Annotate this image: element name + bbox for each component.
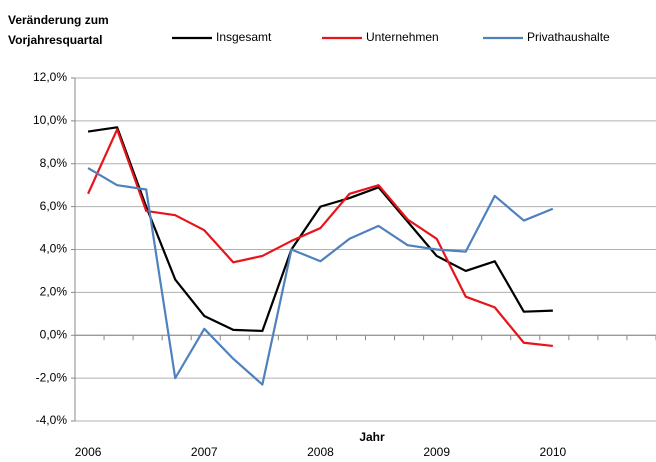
x-tick-label: 2006 xyxy=(75,445,102,459)
y-tick-label: 4,0% xyxy=(40,242,68,256)
y-tick-label: 8,0% xyxy=(40,156,68,170)
series-line xyxy=(87,128,553,348)
y-tick-label: 2,0% xyxy=(40,285,68,299)
legend-label: Unternehmen xyxy=(366,30,439,44)
y-tick-label: 12,0% xyxy=(33,70,67,84)
series-line xyxy=(87,126,553,333)
y-tick-label: -2,0% xyxy=(36,370,68,384)
x-tick-label: 2007 xyxy=(191,445,218,459)
y-tick-label: 10,0% xyxy=(33,113,67,127)
y-tick-label: 6,0% xyxy=(40,199,68,213)
x-tick-label: 2010 xyxy=(540,445,567,459)
legend-label: Privathaushalte xyxy=(527,30,610,44)
legend-label: Insgesamt xyxy=(216,30,272,44)
x-tick-label: 2008 xyxy=(307,445,334,459)
y-tick-label: -4,0% xyxy=(36,413,68,427)
y-tick-label: 0,0% xyxy=(40,327,68,341)
y-axis-title: Vorjahresquartal xyxy=(8,33,102,47)
series-line xyxy=(87,167,554,386)
x-tick-label: 2009 xyxy=(423,445,450,459)
y-axis-title: Veränderung zum xyxy=(8,13,109,27)
x-axis-title: Jahr xyxy=(359,430,385,444)
